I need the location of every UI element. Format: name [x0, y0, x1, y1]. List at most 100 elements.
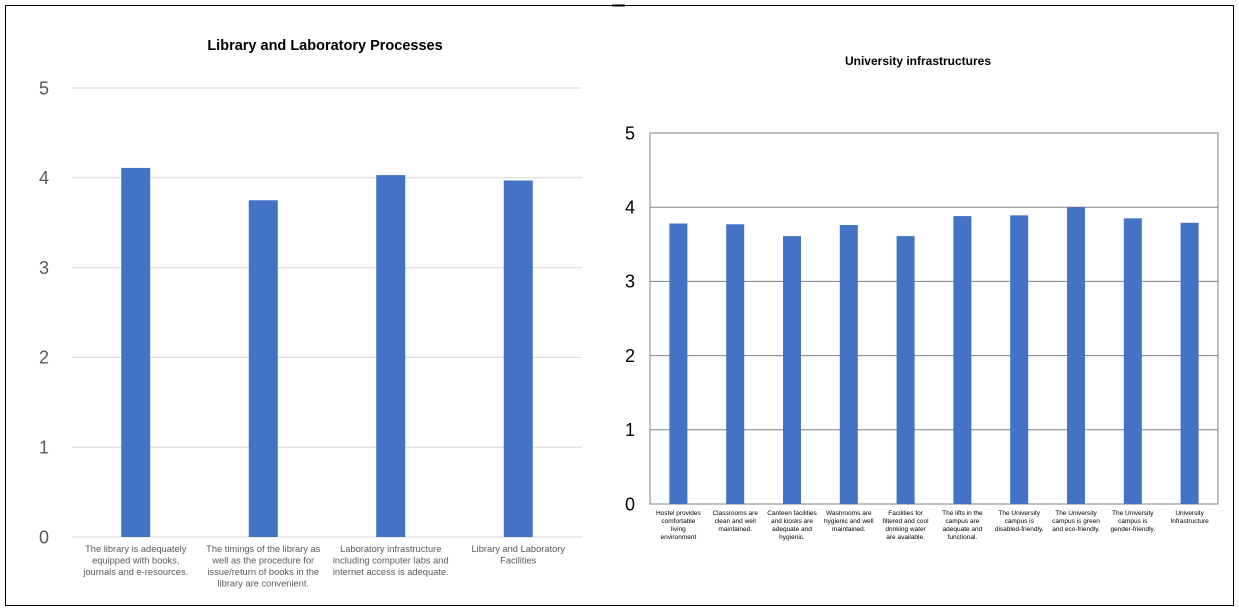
x-tick-label-line: environment	[661, 534, 697, 541]
bar	[1123, 218, 1142, 504]
chart-title: University infrastructures	[845, 54, 991, 68]
x-tick-label-line: hygienic.	[779, 534, 805, 541]
bar	[783, 236, 801, 504]
bar	[1067, 207, 1085, 504]
x-tick-label-line: maintained.	[832, 526, 866, 533]
y-gridlines	[649, 132, 1219, 505]
x-tick-label-line: The University	[1112, 510, 1154, 517]
bar	[121, 167, 151, 537]
x-tick-label-line: functional.	[948, 534, 978, 541]
y-tick-label: 4	[39, 168, 49, 188]
bar	[839, 225, 858, 504]
x-tick-label-line: gender-friendly.	[1110, 526, 1155, 533]
y-tick-label: 1	[39, 438, 49, 458]
y-tick-label: 5	[625, 123, 635, 143]
y-tick-label: 5	[39, 78, 49, 98]
x-tick-label-line: Facilities for	[888, 510, 924, 517]
bar	[953, 216, 972, 504]
x-tick-label-line: journals and e-resources.	[82, 567, 188, 577]
x-tick-label-line: equipped with books,	[92, 556, 179, 566]
x-tick-label: Facilities for filtered and cool drinking …	[883, 510, 929, 541]
x-tick-label-line: including computer labs and	[333, 556, 449, 566]
x-tick-label-line: comfortable	[661, 518, 695, 525]
y-tick-label: 2	[39, 348, 49, 368]
x-tick-label-line: and eco-friendly.	[1052, 526, 1100, 533]
x-tick-label-line: hygienic and well	[824, 518, 874, 525]
x-tick-label-line: living	[671, 526, 686, 533]
page-border	[5, 5, 1234, 606]
x-tick-label: Washrooms are hygienic and well maintained…	[824, 510, 874, 533]
x-tick-label-line: Canteen facilities	[767, 510, 817, 517]
bar-series	[121, 167, 533, 537]
x-tick-label: Library and Laboratory Facilities	[471, 544, 565, 566]
x-tick-label-line: The lifts in the	[942, 510, 983, 517]
x-tick-label-line: Laboratory infrastructure	[340, 544, 441, 554]
plot-frame	[649, 132, 1219, 505]
bar	[669, 223, 688, 505]
x-axis-labels: Hostel provides comfortable living environm…	[656, 510, 1209, 541]
x-tick-label-line: disabled-friendly.	[995, 526, 1044, 533]
x-tick-label-line: The timings of the library as	[206, 544, 321, 554]
x-tick-label-line: Classrooms are	[712, 510, 758, 517]
x-tick-label: Canteen facilities and kiosks are adequate…	[767, 510, 817, 541]
x-tick-label-line: drinking water	[885, 526, 926, 533]
bar	[503, 180, 533, 537]
y-tick-label: 0	[625, 494, 635, 514]
x-tick-label-line: The University	[1055, 510, 1097, 517]
bar	[376, 175, 406, 537]
x-tick-label-line: filtered and cool	[883, 518, 929, 525]
bar	[1180, 222, 1199, 505]
y-tick-label: 3	[39, 258, 49, 278]
x-tick-label-line: are available.	[886, 534, 925, 541]
y-tick-label: 4	[625, 198, 635, 218]
x-tick-label: The lifts in the campus are adequate and fu…	[942, 510, 983, 541]
bar	[726, 224, 745, 505]
x-tick-label-line: campus is	[1118, 518, 1148, 525]
bar	[896, 236, 915, 504]
x-tick-label-line: Library and Laboratory	[471, 544, 565, 554]
x-tick-label: The University campus is gender-friendly.	[1110, 510, 1155, 533]
x-tick-label-line: campus are	[945, 518, 979, 525]
x-tick-label-line: Facilities	[500, 556, 537, 566]
y-axis-ticks: 0 1 2 3 4 5	[39, 78, 49, 547]
bar-series	[669, 207, 1199, 505]
x-tick-label-line: The University	[998, 510, 1040, 517]
y-tick-label: 1	[625, 420, 635, 440]
x-tick-label-line: campus is	[1005, 518, 1035, 525]
x-tick-label-line: adequate and	[943, 526, 983, 533]
x-tick-label: Classrooms are clean and well maintained.	[712, 510, 758, 533]
x-axis-labels: The library is adequately equipped with b…	[82, 544, 565, 589]
x-tick-label-line: library are convenient.	[218, 579, 309, 589]
chart-title: Library and Laboratory Processes	[207, 38, 442, 54]
library-laboratory-chart: Library and Laboratory Processes 012345 …	[39, 38, 582, 589]
x-tick-label-line: The library is adequately	[85, 544, 187, 554]
x-tick-label: Laboratory infrastructure including compu…	[333, 544, 449, 577]
x-tick-label-line: well as the procedure for	[211, 556, 314, 566]
x-tick-label-line: issue/return of books in the	[207, 567, 319, 577]
x-tick-label-line: campus is green	[1052, 518, 1100, 525]
x-tick-label-line: Washrooms are	[826, 510, 872, 517]
university-infrastructure-chart: University infrastructures 0 1 2 3 4 5 Hostel…	[625, 54, 1219, 541]
y-gridlines	[72, 87, 582, 538]
x-tick-label-line: adequate and	[772, 526, 812, 533]
x-tick-label: The University campus is disabled-friendly…	[995, 510, 1044, 533]
x-tick-label-line: maintained.	[718, 526, 752, 533]
y-tick-label: 0	[39, 527, 49, 547]
x-tick-label: The timings of the library as well as the…	[206, 544, 321, 589]
y-axis-ticks: 0 1 2 3 4 5	[625, 123, 635, 514]
x-tick-label: The University campus is green and eco-fri…	[1052, 510, 1100, 533]
x-tick-label-line: Infrastructure	[1170, 518, 1209, 525]
x-tick-label-line: internet access is adequate.	[333, 567, 449, 577]
x-tick-label-line: and kiosks are	[771, 518, 813, 525]
x-tick-label: University Infrastructure	[1170, 510, 1209, 525]
x-tick-label: The library is adequately equipped with b…	[82, 544, 188, 577]
bar	[1010, 215, 1029, 504]
x-tick-label-line: University	[1175, 510, 1204, 517]
x-tick-label-line: Hostel provides	[656, 510, 702, 517]
x-tick-label-line: clean and well	[715, 518, 757, 525]
bar	[248, 200, 278, 537]
y-tick-label: 3	[625, 272, 635, 292]
x-tick-label: Hostel provides comfortable living environm…	[656, 510, 702, 541]
y-tick-label: 2	[625, 346, 635, 366]
